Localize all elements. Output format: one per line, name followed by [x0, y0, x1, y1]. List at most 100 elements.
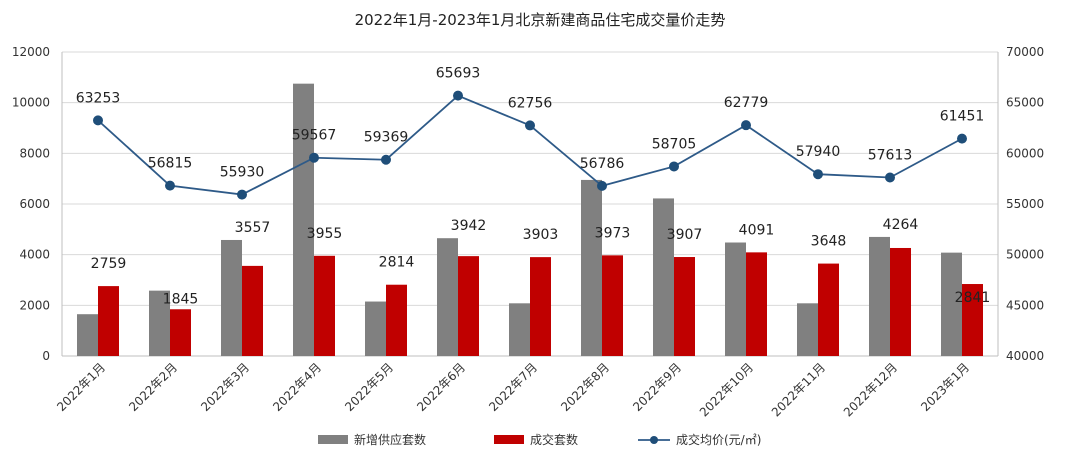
- price-label: 58705: [652, 136, 697, 152]
- bar-supply: [797, 303, 818, 356]
- deal-count-label: 3907: [667, 227, 703, 243]
- bar-supply: [869, 236, 890, 356]
- deal-count-label: 3557: [235, 220, 271, 236]
- price-point: [309, 152, 319, 163]
- bar-deals: [746, 252, 767, 356]
- chart-title: 2022年1月-2023年1月北京新建商品住宅成交量价走势: [355, 11, 726, 29]
- bar-supply: [725, 242, 746, 356]
- y-right-tick-label: 40000: [1006, 349, 1044, 363]
- bar-supply: [653, 198, 674, 356]
- x-tick-label: 2022年7月: [486, 360, 540, 414]
- price-point: [453, 90, 463, 101]
- bar-supply: [293, 83, 314, 357]
- bar-supply: [509, 303, 530, 356]
- bar-deals: [890, 247, 911, 356]
- y-right-tick-label: 45000: [1006, 298, 1044, 312]
- price-label: 61451: [940, 109, 985, 125]
- bar-supply: [437, 238, 458, 356]
- x-tick-label: 2022年9月: [630, 360, 684, 414]
- y-left-tick-label: 8000: [19, 146, 50, 160]
- bar-deals: [170, 309, 191, 356]
- x-tick-label: 2022年1月: [54, 360, 108, 414]
- bar-supply: [365, 301, 386, 356]
- legend-label-deals: 成交套数: [530, 432, 578, 447]
- x-tick-label: 2022年8月: [558, 360, 612, 414]
- legend-label-price: 成交均价(元/㎡): [676, 432, 761, 447]
- y-right-tick-label: 55000: [1006, 197, 1044, 211]
- price-label: 62756: [508, 95, 553, 111]
- bar-deals: [962, 284, 983, 356]
- price-point: [93, 115, 103, 126]
- bar-deals: [98, 286, 119, 356]
- bar-supply: [941, 252, 962, 356]
- price-point: [597, 180, 607, 191]
- legend-swatch-price-marker: [650, 436, 658, 444]
- x-tick-label: 2022年10月: [697, 360, 756, 419]
- deal-count-label: 2759: [91, 256, 127, 272]
- bar-deals: [386, 284, 407, 356]
- price-point: [381, 154, 391, 165]
- price-label: 62779: [724, 95, 769, 111]
- deal-count-label: 3648: [811, 234, 847, 250]
- deal-count-label: 3955: [307, 226, 343, 242]
- bar-deals: [602, 255, 623, 356]
- legend-label-supply: 新增供应套数: [354, 432, 426, 447]
- price-label: 59369: [364, 130, 409, 146]
- bars: [77, 83, 983, 357]
- price-label: 65693: [436, 66, 481, 82]
- price-label: 59567: [292, 128, 337, 144]
- x-tick-label: 2022年3月: [198, 360, 252, 414]
- y-left-tick-label: 4000: [19, 248, 50, 262]
- bar-deals: [530, 257, 551, 356]
- legend-swatch-deals: [494, 435, 524, 444]
- x-tick-label: 2023年1月: [918, 360, 972, 414]
- price-point: [237, 189, 247, 200]
- y-right-tick-label: 65000: [1006, 96, 1044, 110]
- price-point: [165, 180, 175, 191]
- price-label: 57613: [868, 148, 913, 164]
- x-tick-label: 2022年6月: [414, 360, 468, 414]
- y-left-tick-label: 6000: [19, 197, 50, 211]
- x-tick-label: 2022年11月: [769, 360, 828, 419]
- bar-supply: [77, 314, 98, 356]
- price-point: [525, 120, 535, 131]
- y-right-tick-label: 70000: [1006, 45, 1044, 59]
- legend-swatch-supply: [318, 435, 348, 444]
- bar-deals: [458, 256, 479, 356]
- deal-count-label: 2841: [955, 290, 991, 306]
- bar-supply: [149, 290, 170, 356]
- deal-count-label: 4091: [739, 223, 775, 239]
- y-right-tick-label: 50000: [1006, 248, 1044, 262]
- y-right-tick-label: 60000: [1006, 146, 1044, 160]
- x-tick-label: 2022年2月: [126, 360, 180, 414]
- price-point: [885, 172, 895, 183]
- price-line: [93, 90, 967, 200]
- legend: 新增供应套数 成交套数 成交均价(元/㎡): [318, 432, 761, 447]
- bar-deals: [242, 265, 263, 356]
- price-label: 56815: [148, 156, 193, 172]
- bar-deals: [674, 257, 695, 356]
- price-label: 55930: [220, 165, 265, 181]
- bar-deals: [314, 255, 335, 356]
- deal-count-label: 4264: [883, 217, 919, 233]
- deal-count-label: 3903: [523, 227, 559, 243]
- deal-count-label: 3942: [451, 218, 487, 234]
- data-labels: 2759 1845 3557 3955 2814 3942 3903 3973 3907 4091…: [76, 66, 991, 308]
- price-point: [669, 161, 679, 172]
- grid-lines: [62, 51, 998, 306]
- deal-count-label: 3973: [595, 225, 631, 241]
- price-point: [957, 133, 967, 144]
- deal-count-label: 1845: [163, 291, 199, 307]
- price-label: 57940: [796, 144, 841, 160]
- deal-count-label: 2814: [379, 255, 415, 271]
- bar-deals: [818, 263, 839, 356]
- x-tick-label: 2022年4月: [270, 360, 324, 414]
- bar-supply: [581, 179, 602, 356]
- x-tick-label: 2022年5月: [342, 360, 396, 414]
- y-left-tick-label: 2000: [19, 298, 50, 312]
- y-left-tick-label: 10000: [12, 96, 50, 110]
- price-point: [813, 169, 823, 180]
- x-tick-label: 2022年12月: [841, 360, 900, 419]
